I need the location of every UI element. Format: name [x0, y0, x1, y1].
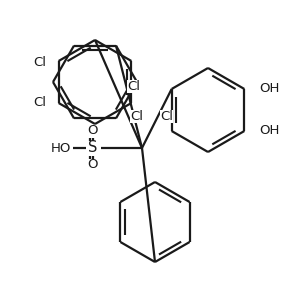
Text: Cl: Cl — [127, 80, 140, 93]
Text: OH: OH — [259, 82, 280, 96]
Text: S: S — [88, 140, 98, 156]
Text: Cl: Cl — [130, 110, 143, 123]
Text: OH: OH — [259, 124, 280, 138]
Text: Cl: Cl — [34, 57, 47, 69]
Text: O: O — [88, 158, 98, 172]
Text: Cl: Cl — [160, 110, 173, 123]
Text: Cl: Cl — [34, 96, 47, 110]
Text: HO: HO — [51, 142, 71, 154]
Text: O: O — [88, 124, 98, 138]
